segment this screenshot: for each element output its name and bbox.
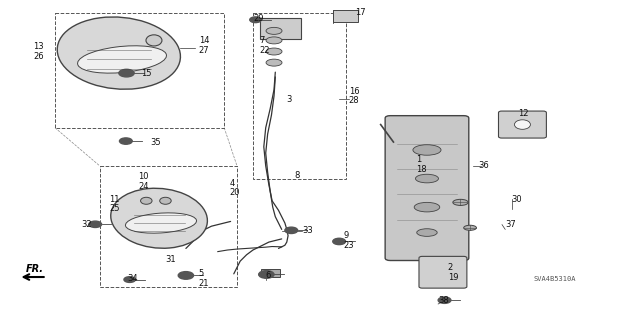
Ellipse shape	[77, 46, 166, 73]
Text: 8: 8	[294, 171, 300, 180]
Ellipse shape	[111, 188, 207, 248]
Bar	[253, 13, 346, 179]
Text: 5
21: 5 21	[198, 269, 209, 288]
Ellipse shape	[417, 229, 437, 236]
Circle shape	[178, 271, 193, 279]
Ellipse shape	[125, 213, 196, 233]
Text: 37: 37	[505, 220, 516, 229]
Circle shape	[333, 238, 346, 245]
Circle shape	[89, 221, 102, 227]
Text: 35: 35	[151, 137, 161, 146]
Ellipse shape	[141, 197, 152, 204]
Text: 33: 33	[302, 226, 313, 235]
Text: 16
28: 16 28	[349, 87, 360, 105]
Text: 13
26: 13 26	[33, 42, 44, 61]
Ellipse shape	[266, 27, 282, 34]
Ellipse shape	[415, 174, 438, 183]
Ellipse shape	[160, 197, 172, 204]
Ellipse shape	[266, 59, 282, 66]
Circle shape	[438, 297, 451, 303]
Ellipse shape	[464, 225, 476, 230]
Text: 7
22: 7 22	[259, 36, 270, 55]
Bar	[260, 18, 301, 39]
Ellipse shape	[146, 35, 162, 46]
Text: 36: 36	[478, 161, 489, 170]
Text: 15: 15	[141, 69, 152, 78]
Text: 9
23: 9 23	[344, 231, 355, 250]
Text: 38: 38	[438, 296, 449, 305]
Text: FR.: FR.	[26, 264, 44, 274]
Ellipse shape	[414, 202, 440, 212]
FancyBboxPatch shape	[419, 256, 467, 288]
Ellipse shape	[57, 17, 180, 89]
Text: 4
20: 4 20	[230, 179, 240, 197]
Ellipse shape	[413, 145, 441, 155]
Text: 14
27: 14 27	[198, 36, 209, 55]
Text: 6: 6	[266, 271, 271, 280]
Text: 31: 31	[165, 255, 175, 264]
Bar	[333, 10, 358, 22]
FancyBboxPatch shape	[385, 116, 468, 261]
Text: 34: 34	[127, 274, 138, 283]
Circle shape	[250, 17, 261, 23]
Text: 11
25: 11 25	[109, 195, 120, 213]
Circle shape	[120, 138, 132, 144]
Text: 12: 12	[518, 109, 529, 118]
Text: 30: 30	[511, 195, 522, 204]
Text: 3: 3	[287, 95, 292, 104]
Bar	[261, 269, 280, 277]
Circle shape	[259, 271, 274, 278]
FancyBboxPatch shape	[499, 111, 547, 138]
Text: 29: 29	[253, 14, 264, 23]
Ellipse shape	[515, 120, 531, 129]
Ellipse shape	[453, 199, 468, 205]
Bar	[55, 13, 224, 128]
Circle shape	[285, 227, 298, 234]
Text: 32: 32	[81, 220, 92, 229]
Text: 1
18: 1 18	[416, 155, 426, 174]
Text: 17: 17	[355, 8, 365, 17]
Ellipse shape	[266, 48, 282, 55]
Text: SVA4B5310A: SVA4B5310A	[534, 276, 577, 282]
Circle shape	[124, 277, 136, 282]
Text: 10
24: 10 24	[138, 172, 148, 191]
Ellipse shape	[266, 37, 282, 44]
Bar	[100, 166, 237, 286]
Text: 2
19: 2 19	[448, 263, 458, 282]
Circle shape	[119, 69, 134, 77]
